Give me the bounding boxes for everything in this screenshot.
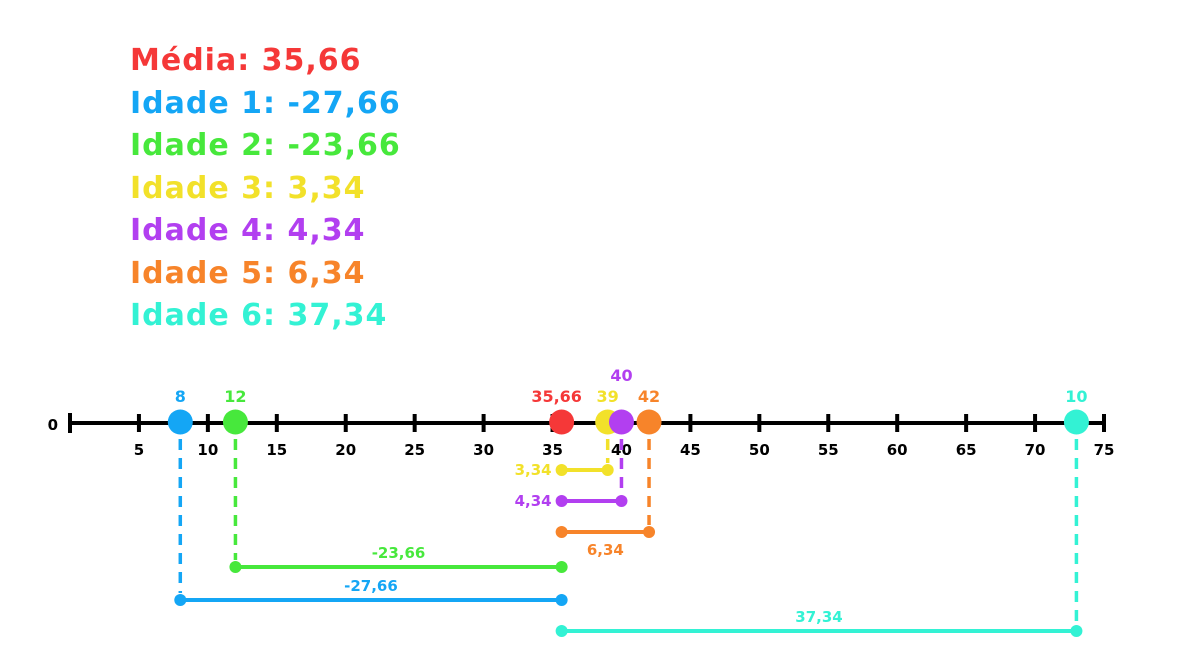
axis-tick-label: 30 xyxy=(473,441,494,459)
axis-tick-label: 45 xyxy=(680,441,701,459)
legend-age-2: Idade 2: -23,66 xyxy=(130,128,401,163)
axis-tick-label: 10 xyxy=(197,441,218,459)
bracket-end-dot xyxy=(229,561,242,573)
bracket-end-dot xyxy=(601,464,614,476)
difference-label: 3,34 xyxy=(515,461,552,479)
axis-tick-label: 75 xyxy=(1094,441,1115,459)
axis-tick-label: 20 xyxy=(335,441,356,459)
axis-tick-label: 65 xyxy=(956,441,977,459)
bracket-end-dot xyxy=(555,464,568,476)
axis-tick-label: 15 xyxy=(266,441,287,459)
legend-age-4: Idade 4: 4,34 xyxy=(130,213,366,248)
data-point-dot xyxy=(222,409,248,435)
data-point-dot xyxy=(167,409,193,435)
data-point-dot xyxy=(1063,409,1089,435)
bracket-end-dot xyxy=(615,495,628,507)
data-point-label: 39 xyxy=(597,387,619,406)
bracket-end-dot xyxy=(555,526,568,538)
data-point-label: 10 xyxy=(1065,387,1087,406)
legend-age-3: Idade 3: 3,34 xyxy=(130,170,366,206)
legend: Média: 35,66 Idade 1: -27,66 Idade 2: -2… xyxy=(130,40,401,338)
legend-mean: Média: 35,66 xyxy=(130,43,362,78)
axis-tick-label: 5 xyxy=(134,441,144,459)
axis-tick-label: 25 xyxy=(404,441,425,459)
difference-label: -23,66 xyxy=(372,544,426,562)
bracket-end-dot xyxy=(555,594,568,606)
axis-origin-label: 0 xyxy=(48,416,58,434)
legend-age-6: Idade 6: 37,34 xyxy=(130,298,388,333)
bracket-end-dot xyxy=(1070,625,1083,637)
mean-label: 35,66 xyxy=(531,387,582,406)
data-point-label: 40 xyxy=(610,366,632,385)
difference-label: 6,34 xyxy=(587,541,624,559)
bracket-end-dot xyxy=(555,625,568,637)
bracket-end-dot xyxy=(174,594,187,606)
bracket-end-dot xyxy=(555,495,568,507)
axis-tick-label: 35 xyxy=(542,441,563,459)
data-point-label: 12 xyxy=(224,387,246,406)
data-point-label: 8 xyxy=(175,387,186,406)
difference-label: 4,34 xyxy=(515,492,552,510)
axis-tick-label: 50 xyxy=(749,441,770,459)
data-point-dot xyxy=(636,409,662,435)
axis-tick-label: 55 xyxy=(818,441,839,459)
axis-tick-label: 60 xyxy=(887,441,908,459)
bracket-end-dot xyxy=(643,526,656,538)
bracket-end-dot xyxy=(555,561,568,573)
difference-label: -27,66 xyxy=(344,577,398,595)
data-point-label: 42 xyxy=(638,387,660,406)
axis-tick-label: 70 xyxy=(1025,441,1046,459)
mean-dot xyxy=(549,409,575,435)
legend-age-5: Idade 5: 6,34 xyxy=(130,255,366,291)
data-point-dot xyxy=(608,409,634,435)
difference-label: 37,34 xyxy=(795,608,842,626)
legend-age-1: Idade 1: -27,66 xyxy=(130,85,401,121)
